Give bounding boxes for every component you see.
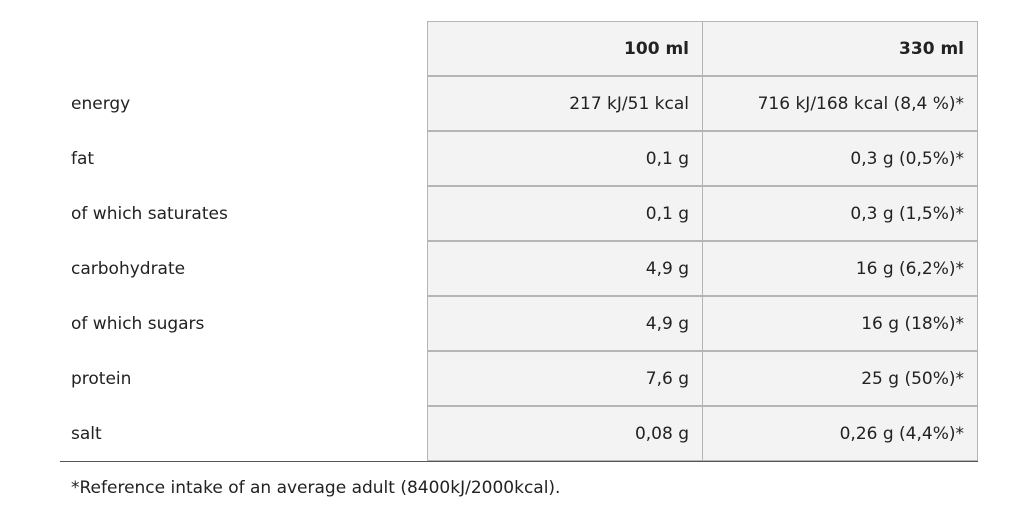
value-cell: 217 kJ/51 kcal [427, 76, 703, 131]
value-cell: 0,08 g [427, 406, 703, 461]
column-header: 100 ml [427, 21, 703, 76]
column-header: 330 ml [702, 21, 978, 76]
row-label: carbohydrate [71, 258, 186, 279]
footnote: *Reference intake of an average adult (8… [71, 478, 561, 498]
row-label: protein [71, 368, 132, 389]
value-cell: 25 g (50%)* [702, 351, 978, 406]
value-cell: 0,1 g [427, 131, 703, 186]
value-cell: 0,3 g (0,5%)* [702, 131, 978, 186]
row-label: of which saturates [71, 203, 228, 224]
value-cell: 0,26 g (4,4%)* [702, 406, 978, 461]
value-cell: 4,9 g [427, 241, 703, 296]
value-cell: 0,3 g (1,5%)* [702, 186, 978, 241]
value-cell: 4,9 g [427, 296, 703, 351]
row-label: fat [71, 148, 95, 169]
value-cell: 16 g (6,2%)* [702, 241, 978, 296]
row-label: of which sugars [71, 313, 205, 334]
row-label: energy [71, 93, 131, 114]
value-cell: 7,6 g [427, 351, 703, 406]
row-label: salt [71, 423, 102, 444]
value-cell: 0,1 g [427, 186, 703, 241]
table-bottom-rule [60, 461, 978, 462]
value-cell: 16 g (18%)* [702, 296, 978, 351]
value-cell: 716 kJ/168 kcal (8,4 %)* [702, 76, 978, 131]
